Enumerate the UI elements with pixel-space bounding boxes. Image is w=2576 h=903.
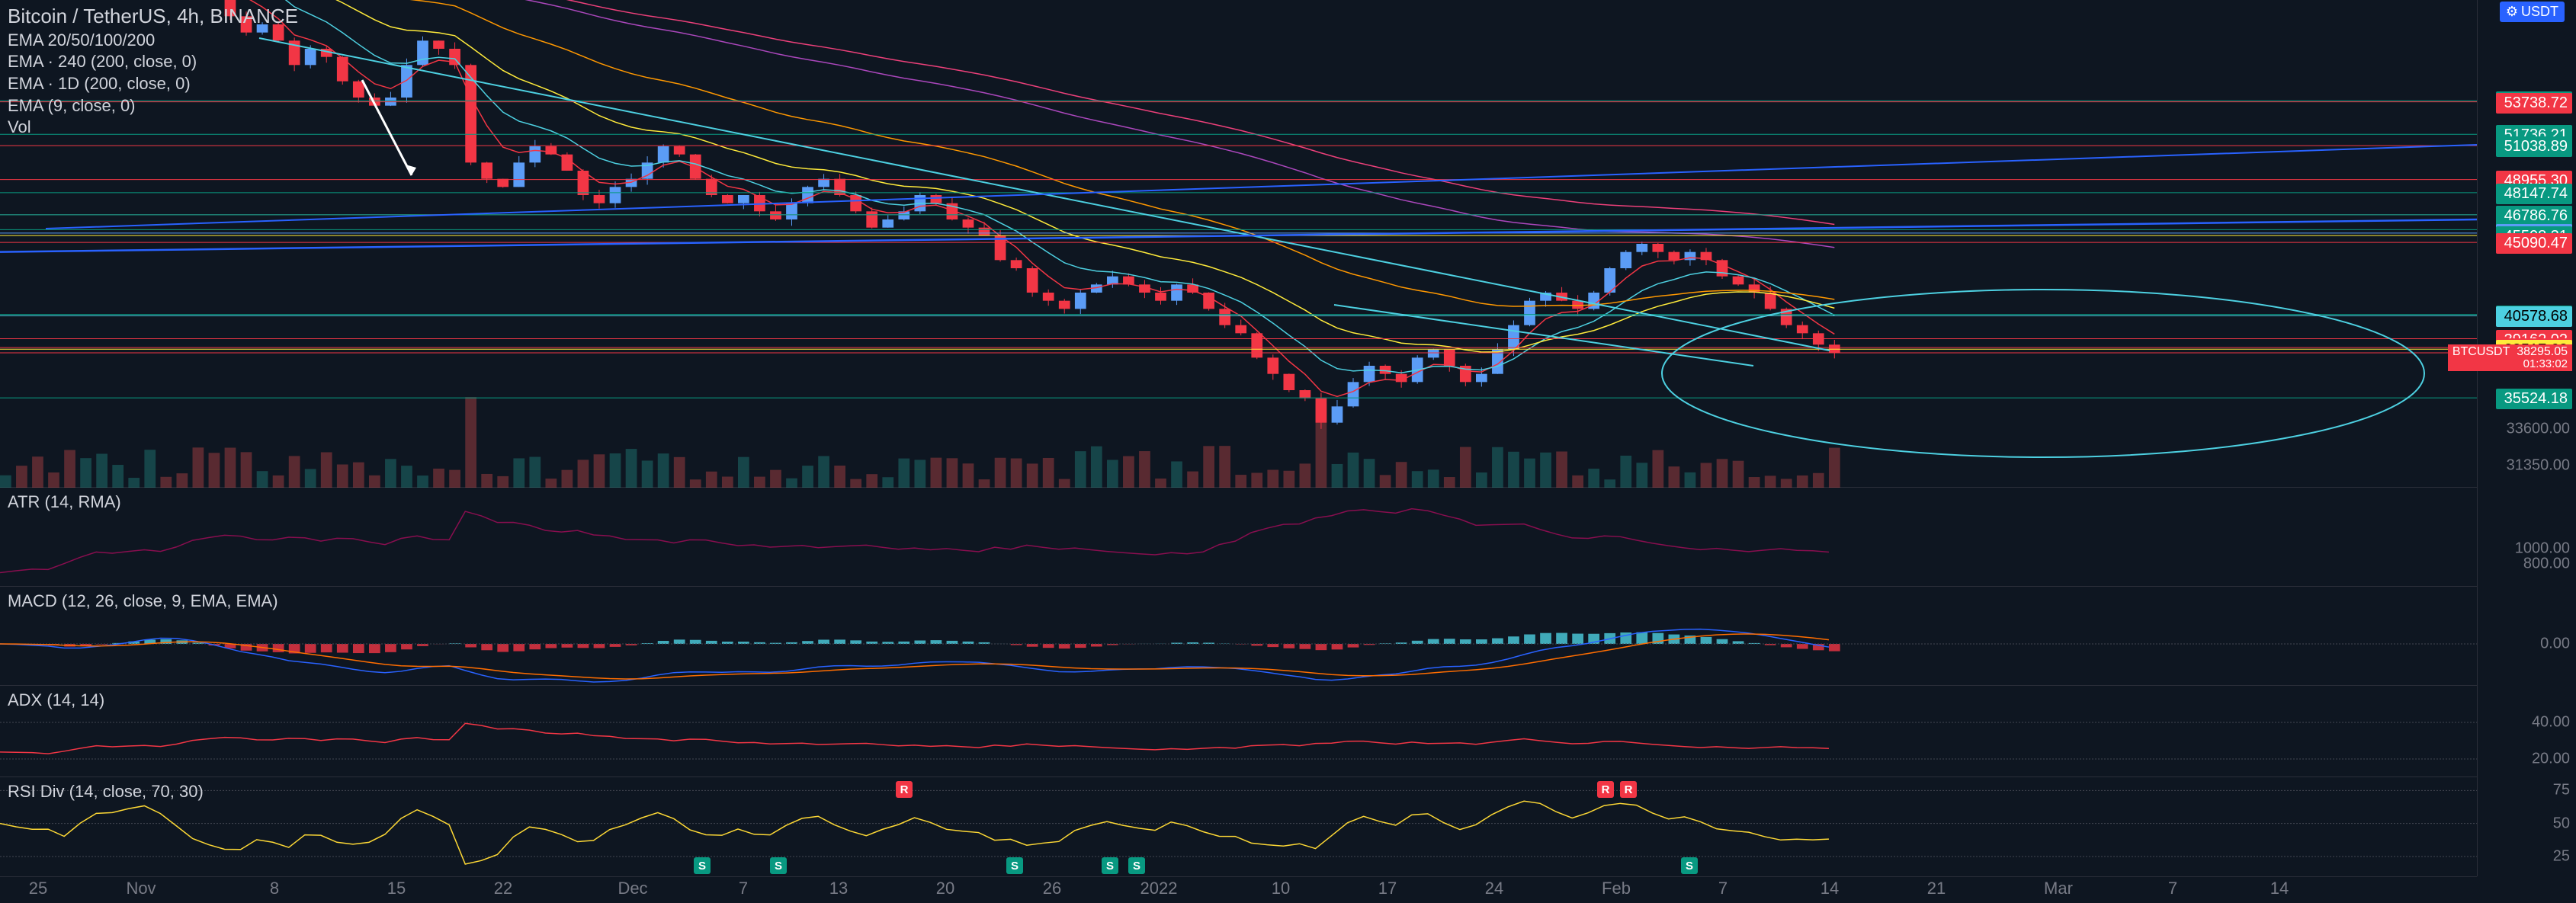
time-label: Mar (2044, 879, 2073, 898)
price-level-label: 35524.18 (2496, 389, 2572, 409)
rsi-svg (0, 777, 2477, 876)
time-label: 21 (1927, 879, 1946, 898)
macd-pane[interactable]: MACD (12, 26, close, 9, EMA, EMA) (0, 587, 2477, 686)
time-label: 20 (936, 879, 954, 898)
indicator-ema-group[interactable]: EMA 20/50/100/200 (8, 30, 298, 52)
atr-legend[interactable]: ATR (14, RMA) (8, 492, 121, 514)
time-label: 14 (1821, 879, 1839, 898)
rsi-tick: 25 (2553, 848, 2570, 866)
price-axis[interactable]: ⚙ USDT 53798.2553738.7251736.2151038.894… (2477, 0, 2576, 876)
rsi-label: RSI Div (14, close, 70, 30) (8, 781, 204, 803)
rsi-legend[interactable]: RSI Div (14, close, 70, 30) (8, 781, 204, 803)
adx-pane[interactable]: ADX (14, 14) (0, 686, 2477, 777)
axis-tick: 33600.00 (2507, 421, 2570, 438)
axis-tick: 31350.00 (2507, 457, 2570, 475)
time-label: 25 (29, 879, 47, 898)
main-legend: Bitcoin / TetherUS, 4h, BINANCE EMA 20/5… (8, 4, 298, 139)
rsi-tick: 50 (2553, 815, 2570, 832)
atr-svg (0, 488, 2477, 587)
macd-tick: 0.00 (2540, 636, 2570, 653)
macd-label: MACD (12, 26, close, 9, EMA, EMA) (8, 591, 278, 613)
adx-svg (0, 686, 2477, 777)
atr-tick: 800.00 (2523, 556, 2570, 573)
rsi-divergence-marker: S (1128, 857, 1145, 874)
rsi-divergence-marker: S (694, 857, 711, 874)
time-label: 22 (494, 879, 512, 898)
time-label: 8 (270, 879, 279, 898)
atr-pane[interactable]: ATR (14, RMA) (0, 488, 2477, 587)
time-axis[interactable]: 25 Nov 8 15 22 Dec 7 13 20 26 2022 10 17 24 Feb 7 14 21 Ma… (0, 876, 2477, 903)
usdt-label: USDT (2521, 4, 2558, 20)
time-label: Dec (618, 879, 647, 898)
rsi-divergence-marker: R (1597, 781, 1614, 798)
settings-icon: ⚙ (2506, 4, 2518, 20)
symbol-title[interactable]: Bitcoin / TetherUS, 4h, BINANCE (8, 4, 298, 30)
rsi-tick: 75 (2553, 782, 2570, 799)
rsi-divergence-marker: R (896, 781, 913, 798)
rsi-divergence-marker: R (1620, 781, 1637, 798)
time-label: 15 (387, 879, 406, 898)
macd-legend[interactable]: MACD (12, 26, close, 9, EMA, EMA) (8, 591, 278, 613)
price-level-label: 40578.68 (2496, 306, 2572, 327)
rsi-divergence-marker: S (770, 857, 787, 874)
adx-tick: 40.00 (2532, 714, 2570, 732)
indicator-vol[interactable]: Vol (8, 117, 298, 139)
time-label: 24 (1485, 879, 1503, 898)
time-label: Nov (126, 879, 156, 898)
indicator-ema240[interactable]: EMA · 240 (200, close, 0) (8, 51, 298, 73)
chart-container: Bitcoin / TetherUS, 4h, BINANCE EMA 20/5… (0, 0, 2576, 903)
macd-svg (0, 587, 2477, 686)
rsi-divergence-marker: S (1681, 857, 1698, 874)
rsi-divergence-marker: S (1006, 857, 1023, 874)
price-level-label: 53738.72 (2496, 93, 2572, 114)
current-price-badge: BTCUSDT 38295.0501:33:02 (2448, 344, 2572, 371)
usdt-badge[interactable]: ⚙ USDT (2500, 2, 2565, 22)
price-level-label: 48147.74 (2496, 184, 2572, 204)
time-label: Feb (1602, 879, 1631, 898)
indicator-ema9[interactable]: EMA (9, close, 0) (8, 95, 298, 117)
time-label: 10 (1272, 879, 1290, 898)
adx-legend[interactable]: ADX (14, 14) (8, 690, 104, 712)
adx-label: ADX (14, 14) (8, 690, 104, 712)
time-label: 14 (2270, 879, 2289, 898)
price-level-label: 45090.47 (2496, 233, 2572, 254)
rsi-divergence-marker: S (1102, 857, 1118, 874)
adx-tick: 20.00 (2532, 751, 2570, 768)
time-label: 7 (1718, 879, 1727, 898)
time-label: 26 (1043, 879, 1061, 898)
main-chart-svg (0, 0, 2477, 488)
price-level-label: 51038.89 (2496, 136, 2572, 157)
time-label: 7 (739, 879, 748, 898)
time-label: 17 (1378, 879, 1397, 898)
rsi-pane[interactable]: RSI Div (14, close, 70, 30) RRRSSSSSS (0, 777, 2477, 876)
time-label: 13 (829, 879, 848, 898)
indicator-ema1d[interactable]: EMA · 1D (200, close, 0) (8, 73, 298, 95)
time-label: 7 (2168, 879, 2177, 898)
time-label: 2022 (1140, 879, 1178, 898)
atr-label: ATR (14, RMA) (8, 492, 121, 514)
main-price-pane[interactable]: Bitcoin / TetherUS, 4h, BINANCE EMA 20/5… (0, 0, 2477, 488)
